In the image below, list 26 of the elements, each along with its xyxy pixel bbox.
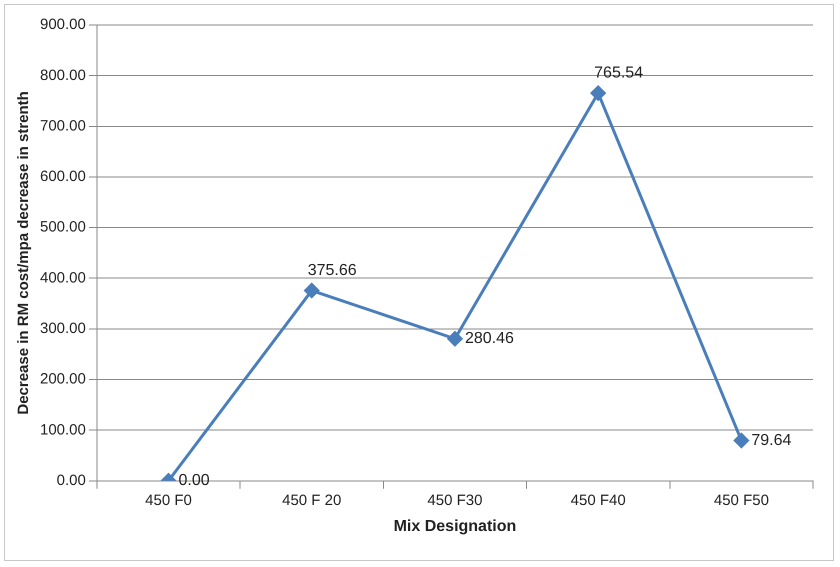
data-label: 280.46 (464, 330, 514, 348)
point (447, 331, 462, 346)
y-tick-label: 900.00 (40, 16, 86, 34)
y-axis-title: Decrease in RM cost/mpa decrease in strenth (15, 91, 32, 415)
x-tick-label: 450 F50 (714, 492, 769, 509)
data-label: 79.64 (751, 432, 792, 449)
x-axis-title: Mix Designation (394, 518, 516, 535)
point (734, 432, 749, 448)
y-tick-label: 300.00 (40, 320, 86, 338)
y-tick-label: 600.00 (40, 168, 86, 186)
y-tick-label: 400.00 (40, 269, 86, 286)
y-tick-label: 100.00 (40, 421, 86, 438)
y-tick-label: 500.00 (40, 218, 86, 236)
x-tick-label: 450 F30 (427, 492, 482, 509)
x-tick-label: 450 F 20 (282, 492, 342, 509)
y-tick-label: 200.00 (40, 370, 86, 388)
y-tick-label: 700.00 (40, 117, 86, 134)
x-tick-label: 450 F0 (145, 492, 192, 509)
data-label: 0.00 (178, 472, 210, 490)
x-tick-label: 450 F40 (570, 492, 626, 509)
y-tick-label: 800.00 (40, 66, 86, 84)
y-tick-label: 0.00 (56, 472, 86, 489)
point (304, 283, 320, 298)
point (590, 86, 606, 101)
data-label: 765.54 (594, 64, 644, 82)
data-label: 375.66 (308, 262, 357, 279)
